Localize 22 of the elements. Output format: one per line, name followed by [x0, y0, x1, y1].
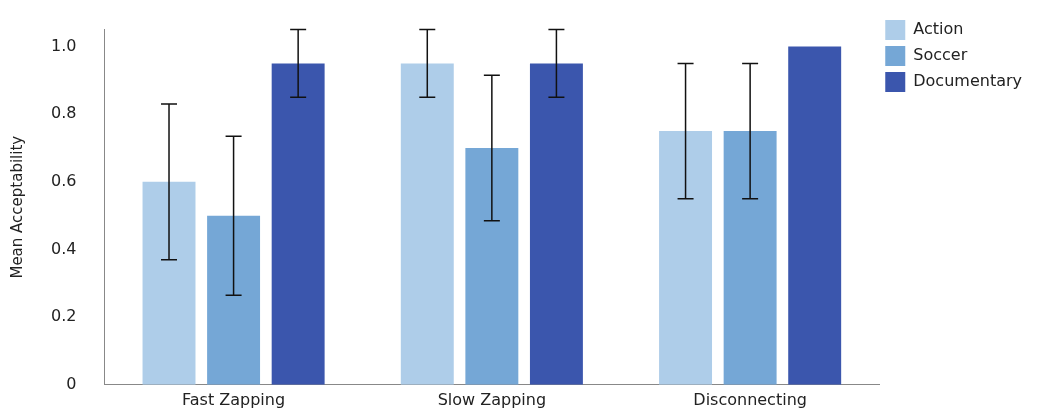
- bar: [271, 63, 325, 385]
- bar: [529, 63, 583, 385]
- y-tick-label: 0.2: [50, 306, 77, 326]
- bar: [207, 215, 261, 385]
- bar: [400, 63, 454, 385]
- bar: [465, 148, 519, 385]
- y-tick-label: 0.6: [50, 170, 77, 190]
- y-axis-title: Mean Acceptability: [7, 135, 26, 279]
- x-tick-label: Slow Zapping: [437, 389, 547, 409]
- y-tick-label: 0.8: [50, 103, 77, 123]
- x-tick-label: Fast Zapping: [182, 389, 286, 409]
- bar: [788, 46, 842, 385]
- legend-label: Soccer: [913, 45, 968, 65]
- x-tick-label: Disconnecting: [693, 389, 807, 409]
- bar: [659, 131, 713, 385]
- y-tick-label: 0: [66, 373, 77, 393]
- bar: [723, 131, 777, 385]
- legend-label: Documentary: [913, 71, 1023, 91]
- bar: [142, 181, 196, 385]
- y-tick-label: 1.0: [50, 35, 77, 55]
- legend-label: Action: [913, 19, 964, 39]
- y-tick-label: 0.4: [50, 238, 77, 258]
